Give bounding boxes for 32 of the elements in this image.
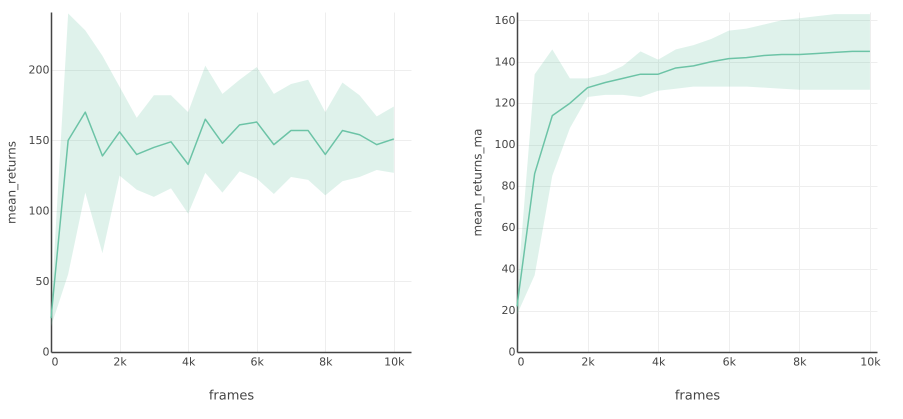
x-tick-label: 4k: [182, 356, 196, 368]
y-axis-title: mean_returns_ma: [470, 128, 485, 237]
y-tick-label: 50: [36, 274, 50, 288]
y-tick-label: 100: [494, 138, 516, 152]
y-tick-label: 150: [28, 134, 50, 147]
x-tick-label: 4k: [652, 356, 666, 368]
y-tick-label: 20: [502, 304, 516, 318]
x-axis-title: frames: [208, 388, 254, 404]
y-tick-label: 40: [502, 262, 516, 276]
y-tick-label: 0: [42, 346, 50, 358]
line-series: [516, 50, 871, 308]
x-tick-label: 6k: [722, 356, 737, 368]
x-tick-label: 0: [518, 356, 524, 368]
y-tick-label: 200: [28, 63, 50, 76]
y-tick-label: 120: [494, 96, 516, 110]
x-tick-label: 8k: [793, 356, 808, 368]
x-tick-label: 10k: [860, 356, 882, 368]
y-axis-title: mean_returns: [4, 141, 19, 224]
x-tick-label: 6k: [250, 356, 265, 368]
x-axis-title: frames: [674, 388, 720, 404]
x-tick-label: 2k: [113, 356, 128, 368]
y-tick-label: 140: [494, 55, 516, 68]
y-tick-label: 60: [502, 221, 516, 234]
x-tick-label: 10k: [384, 356, 406, 368]
x-tick-label: 8k: [319, 356, 334, 368]
y-tick-label: 100: [28, 204, 50, 218]
x-tick-label: 0: [52, 356, 58, 368]
y-tick-label: 160: [494, 14, 516, 27]
x-tick-label: 2k: [581, 356, 596, 368]
line-series: [50, 111, 395, 319]
y-tick-label: 80: [502, 180, 516, 193]
y-tick-label: 0: [508, 346, 516, 358]
